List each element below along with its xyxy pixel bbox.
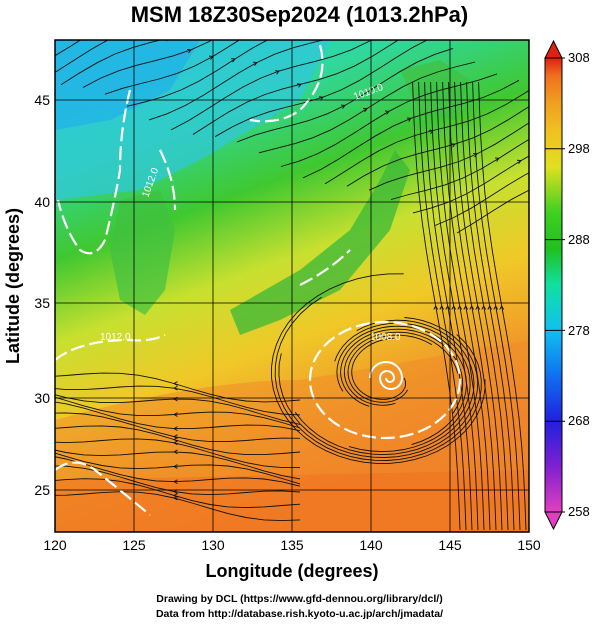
streamline — [347, 334, 433, 403]
x-axis-ticks: 120 125 130 135 140 145 150 — [43, 537, 541, 553]
streamline — [478, 81, 527, 531]
streamline — [351, 337, 407, 400]
streamline — [55, 396, 301, 429]
streamline — [55, 456, 301, 487]
streamline — [454, 81, 503, 531]
streamline — [55, 478, 301, 509]
streamline — [466, 81, 515, 531]
streamline — [170, 40, 373, 131]
streamline — [340, 328, 464, 414]
streamline — [55, 412, 301, 443]
streamline — [434, 172, 529, 226]
x-axis-label: Longitude (degrees) — [205, 561, 378, 581]
streamline — [55, 452, 301, 485]
x-tick-label: 135 — [280, 537, 304, 553]
streamline — [55, 491, 301, 522]
credit-line-2: Data from http://database.rish.kyoto-u.a… — [155, 608, 444, 620]
streamline — [55, 40, 109, 73]
streamline — [192, 40, 400, 135]
typhoon-center — [369, 361, 404, 390]
x-tick-label: 145 — [438, 537, 462, 553]
streamline-arrow — [99, 9, 103, 13]
streamline — [236, 47, 454, 143]
streamline-arrow — [121, 14, 125, 18]
grid — [55, 40, 529, 532]
streamline — [55, 385, 301, 416]
streamline — [390, 138, 529, 200]
colorbar: 308 298 288 278 268 258 — [544, 39, 590, 531]
streamline — [294, 319, 475, 456]
streamline — [82, 40, 213, 88]
streamline-arrow — [539, 166, 543, 170]
chart-title: MSM 18Z30Sep2024 (1013.2hPa) — [130, 2, 469, 27]
x-tick-label: 125 — [122, 537, 146, 553]
streamline — [274, 296, 482, 461]
streamline — [55, 372, 301, 403]
streamline — [55, 425, 301, 456]
streamline — [460, 81, 509, 531]
streamline — [424, 81, 473, 531]
colorbar-tick-label: 278 — [568, 323, 590, 338]
streamline — [271, 273, 486, 464]
streamline — [60, 40, 163, 86]
streamline — [55, 394, 301, 425]
streamline — [412, 81, 461, 531]
streamline — [214, 40, 429, 138]
streamline — [324, 89, 529, 185]
isobars — [55, 44, 462, 516]
streamline — [430, 81, 479, 531]
colorbar-min-arrow — [544, 511, 563, 531]
credit-line-1: Drawing by DCL (https://www.gfd-dennou.o… — [156, 593, 443, 605]
streamline — [448, 81, 497, 531]
plot-frame — [54, 39, 530, 533]
streamline — [55, 449, 301, 480]
y-tick-label: 30 — [34, 390, 50, 406]
streamline — [346, 106, 529, 187]
y-tick-label: 35 — [34, 295, 50, 311]
streamline — [442, 81, 491, 531]
isobar-label: 1008.0 — [370, 332, 401, 343]
colorbar-max-arrow — [544, 39, 563, 59]
colorbar-tick-label: 288 — [568, 232, 590, 247]
streamline — [55, 401, 301, 432]
y-axis-label: Latitude (degrees) — [3, 208, 23, 364]
y-tick-label: 25 — [34, 482, 50, 498]
streamline — [418, 81, 467, 531]
streamline — [368, 122, 529, 191]
x-tick-label: 120 — [43, 537, 67, 553]
y-tick-label: 40 — [34, 194, 50, 210]
colorbar-tick-label: 268 — [568, 413, 590, 428]
streamline — [55, 438, 300, 469]
wind-streamlines — [55, 9, 543, 531]
streamline — [334, 322, 471, 453]
streamline — [456, 189, 529, 234]
x-tick-label: 140 — [359, 537, 383, 553]
colorbar-tick-label: 298 — [568, 141, 590, 156]
streamline — [472, 81, 521, 531]
streamline — [55, 465, 301, 496]
streamline — [302, 79, 520, 179]
streamline — [343, 331, 459, 406]
colorbar-tick-label: 308 — [568, 50, 590, 65]
streamline-arrow — [143, 24, 147, 28]
streamline — [258, 61, 476, 154]
streamline — [148, 40, 325, 121]
colorbar-tick-label: 258 — [568, 504, 590, 519]
streamline — [278, 317, 479, 458]
isobar-label: 1012.0 — [100, 332, 131, 343]
x-tick-label: 130 — [201, 537, 225, 553]
y-tick-label: 45 — [34, 92, 50, 108]
y-axis-ticks: 25 30 35 40 45 — [34, 92, 50, 498]
streamline — [436, 81, 485, 531]
streamline — [126, 40, 269, 107]
x-tick-label: 150 — [517, 537, 541, 553]
